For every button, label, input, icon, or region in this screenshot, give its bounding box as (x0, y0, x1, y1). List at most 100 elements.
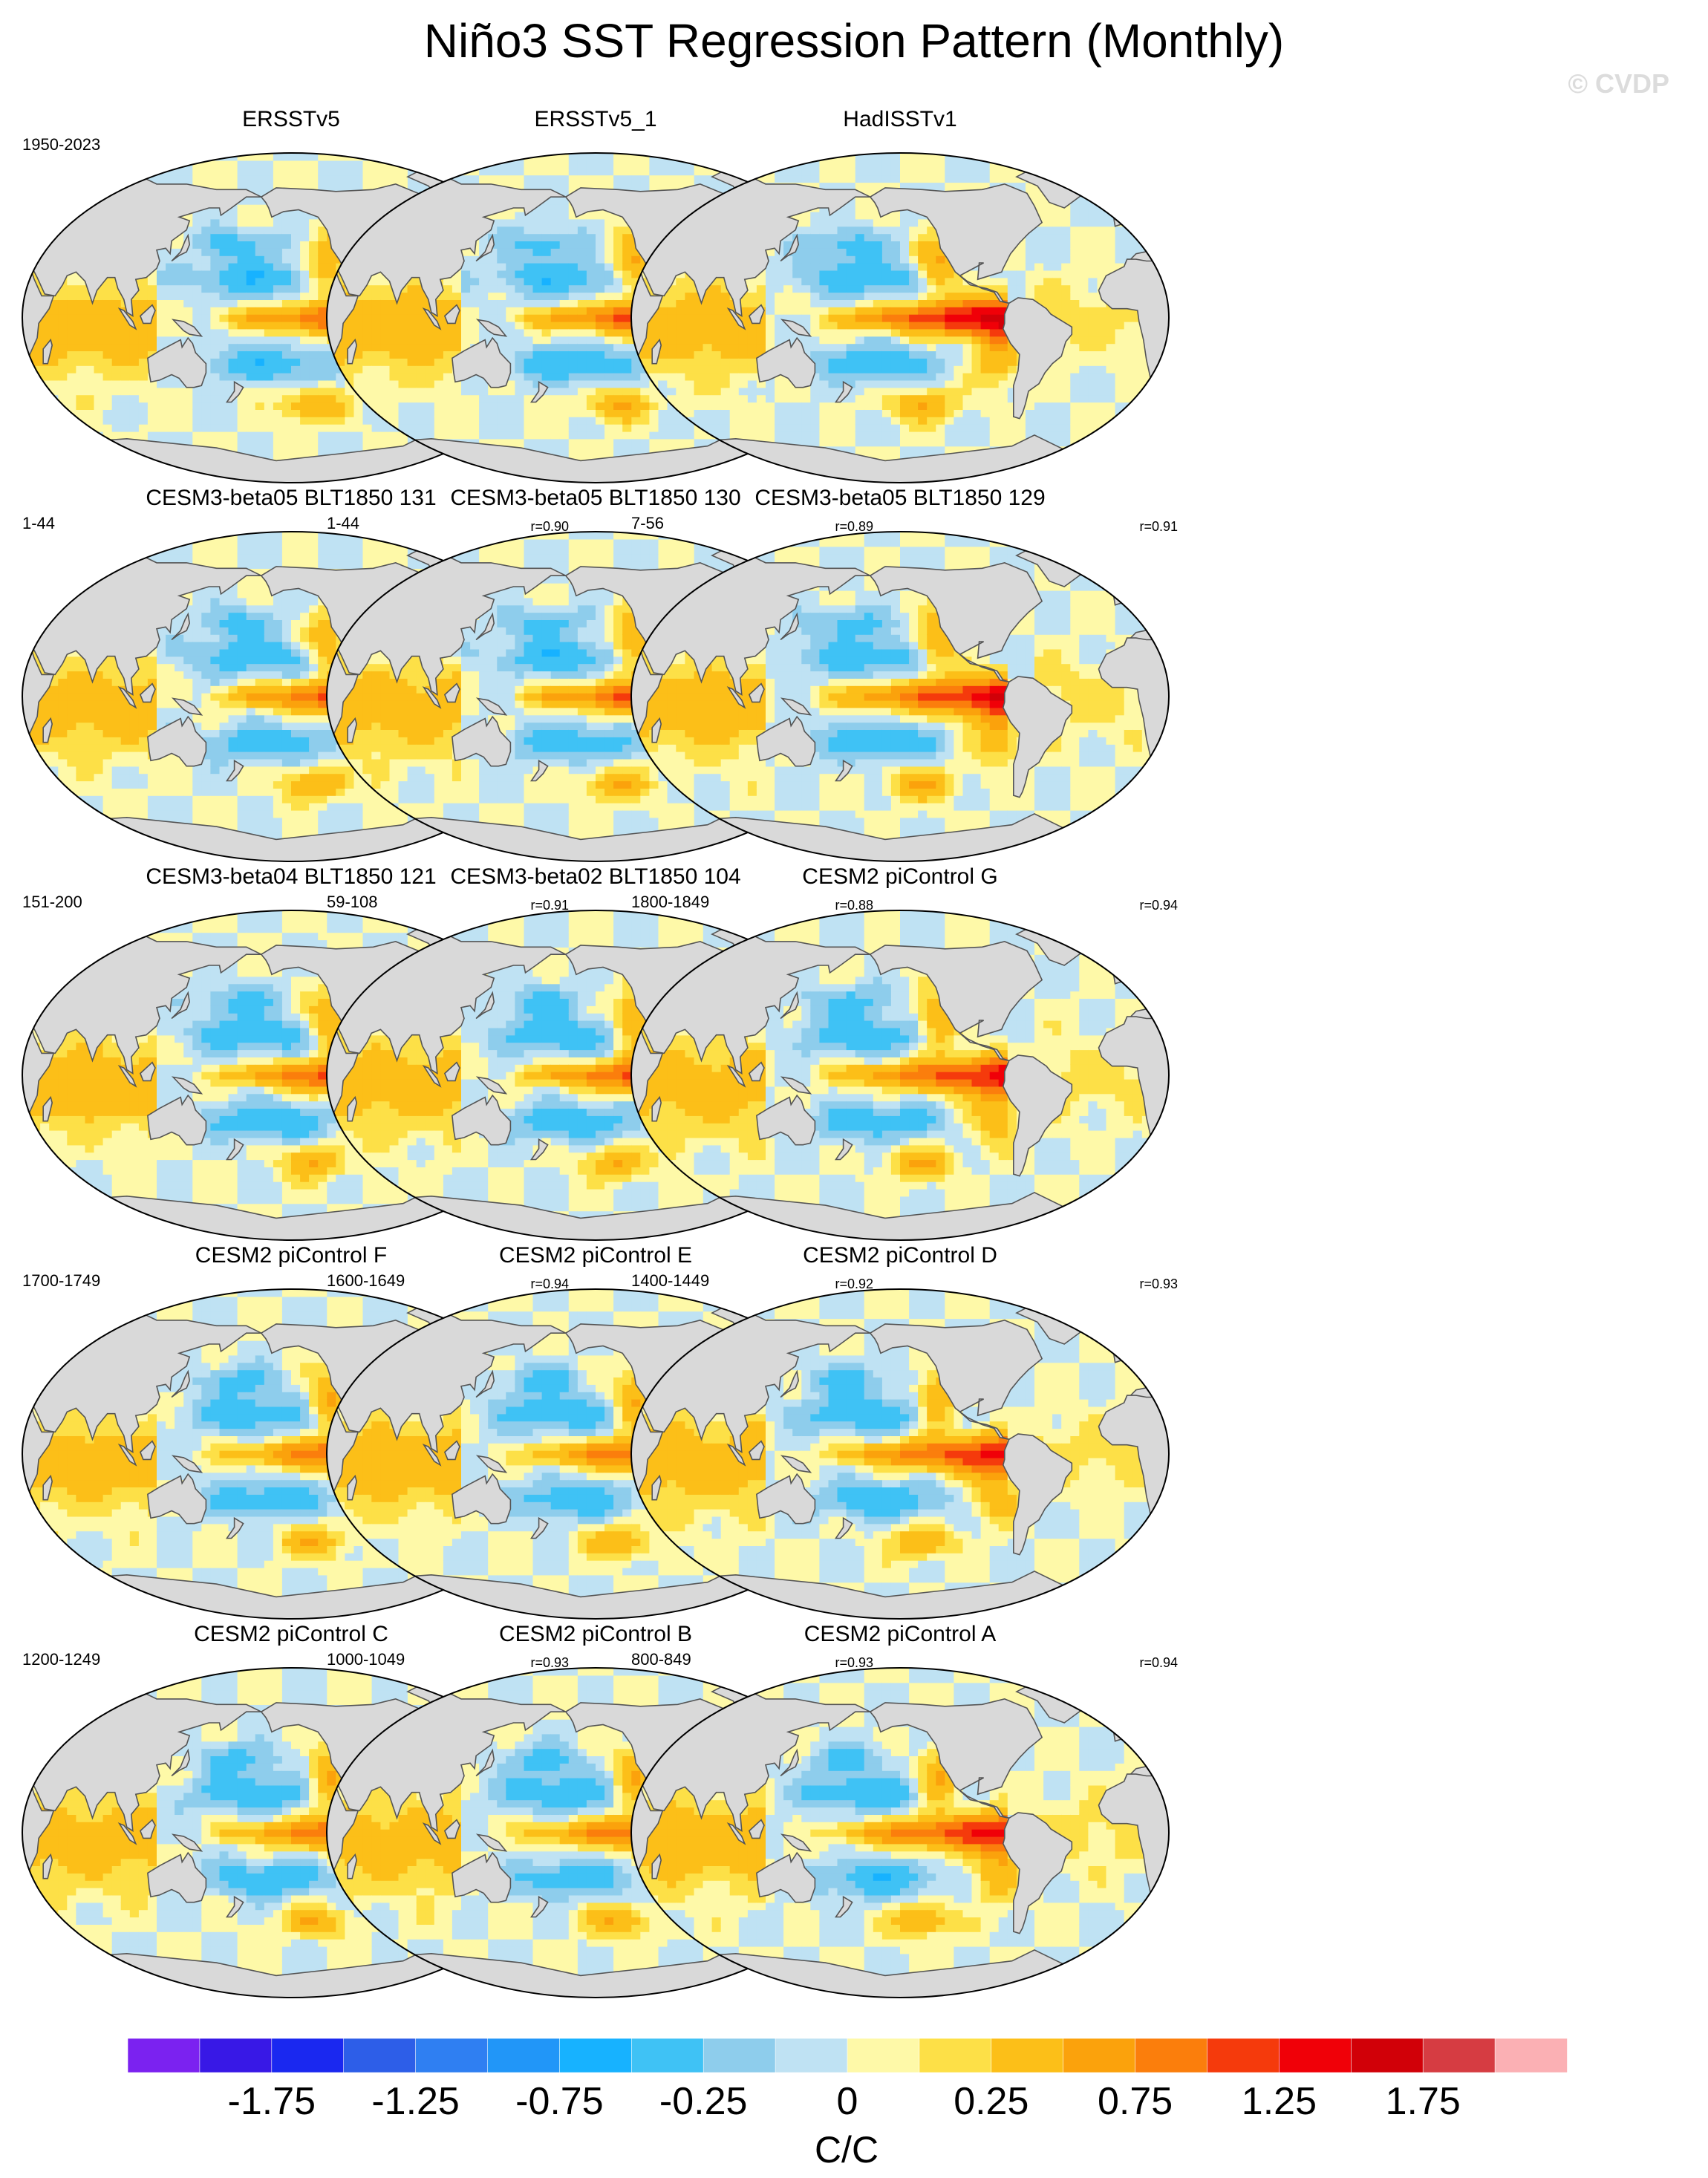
sst-cell (353, 182, 364, 190)
sst-cell (327, 182, 336, 190)
sst-cell (102, 431, 113, 440)
sst-cell (568, 233, 578, 241)
sst-cell (22, 468, 32, 476)
sst-cell (138, 460, 149, 469)
sst-cell (22, 460, 32, 469)
sst-cell (246, 336, 256, 345)
sst-cell (613, 417, 623, 425)
sst-cell (102, 475, 113, 483)
sst-cell (577, 438, 587, 447)
sst-cell (443, 394, 453, 403)
sst-cell (667, 175, 677, 183)
sst-cell (443, 431, 453, 440)
sst-cell (264, 182, 274, 190)
sst-cell (658, 182, 668, 190)
sst-map (22, 152, 561, 483)
sst-cell (506, 307, 515, 315)
sst-cell (443, 350, 453, 359)
sst-cell (604, 424, 614, 432)
sst-cell (596, 373, 605, 381)
sst-cell (255, 248, 265, 256)
sst-cell (237, 431, 247, 440)
sst-cell (336, 358, 345, 366)
sst-cell (416, 153, 426, 161)
sst-cell (541, 175, 552, 183)
sst-cell (228, 343, 238, 351)
sst-cell (461, 321, 471, 330)
sst-cell (318, 248, 327, 256)
sst-cell (559, 299, 570, 307)
sst-cell (76, 379, 86, 388)
sst-cell (586, 424, 596, 432)
sst-cell (219, 182, 229, 190)
sst-cell (667, 409, 677, 417)
sst-cell (318, 431, 327, 440)
sst-cell (416, 328, 426, 337)
sst-cell (532, 438, 543, 447)
sst-cell (532, 350, 543, 359)
sst-cell (640, 409, 650, 417)
sst-cell (309, 402, 319, 410)
sst-cell (559, 350, 570, 359)
sst-cell (300, 226, 310, 235)
sst-cell (201, 175, 211, 183)
sst-cell (264, 417, 274, 425)
sst-cell (201, 431, 211, 440)
sst-cell (22, 204, 32, 212)
sst-cell (336, 409, 345, 417)
sst-cell (255, 255, 265, 264)
sst-cell (40, 438, 50, 447)
sst-cell (309, 277, 319, 286)
sst-cell (622, 321, 632, 330)
sst-cell (157, 321, 166, 330)
sst-cell (309, 314, 319, 322)
sst-cell (345, 394, 354, 403)
sst-cell (596, 175, 605, 183)
sst-cell (371, 321, 381, 330)
sst-cell (434, 153, 444, 161)
sst-cell (398, 307, 408, 315)
sst-cell (416, 387, 426, 396)
sst-cell (22, 255, 32, 264)
sst-cell (175, 248, 184, 256)
sst-cell (371, 197, 381, 205)
sst-cell (568, 358, 578, 366)
sst-cell (371, 424, 381, 432)
sst-cell (157, 277, 166, 286)
sst-cell (685, 438, 695, 447)
sst-cell (407, 314, 417, 322)
sst-cell (255, 373, 265, 381)
sst-cell (255, 446, 265, 454)
sst-cell (443, 160, 453, 169)
sst-cell (407, 394, 417, 403)
sst-cell (300, 248, 310, 256)
map-panel: ERSSTv5 1950-2023 (9, 107, 573, 486)
sst-cell (102, 153, 113, 161)
sst-cell (353, 431, 363, 440)
sst-cell (649, 431, 659, 440)
sst-cell (497, 438, 506, 447)
sst-cell (210, 431, 221, 440)
sst-cell (264, 307, 274, 315)
sst-cell (129, 453, 140, 461)
sst-cell (596, 211, 605, 220)
sst-cell (255, 424, 265, 432)
sst-cell (102, 299, 113, 307)
sst-cell (596, 292, 605, 300)
sst-cell (111, 167, 122, 176)
sst-cell (336, 446, 345, 454)
sst-cell (166, 468, 175, 476)
sst-cell (85, 431, 95, 440)
sst-cell (362, 182, 372, 190)
sst-cell (327, 446, 336, 454)
sst-cell (336, 394, 345, 403)
sst-cell (76, 153, 86, 161)
sst-cell (201, 153, 211, 161)
sst-cell (291, 241, 301, 249)
sst-cell (327, 431, 336, 440)
sst-cell (22, 475, 32, 483)
sst-cell (443, 475, 453, 483)
sst-cell (604, 373, 614, 381)
sst-cell (157, 314, 166, 322)
sst-cell (604, 350, 614, 359)
